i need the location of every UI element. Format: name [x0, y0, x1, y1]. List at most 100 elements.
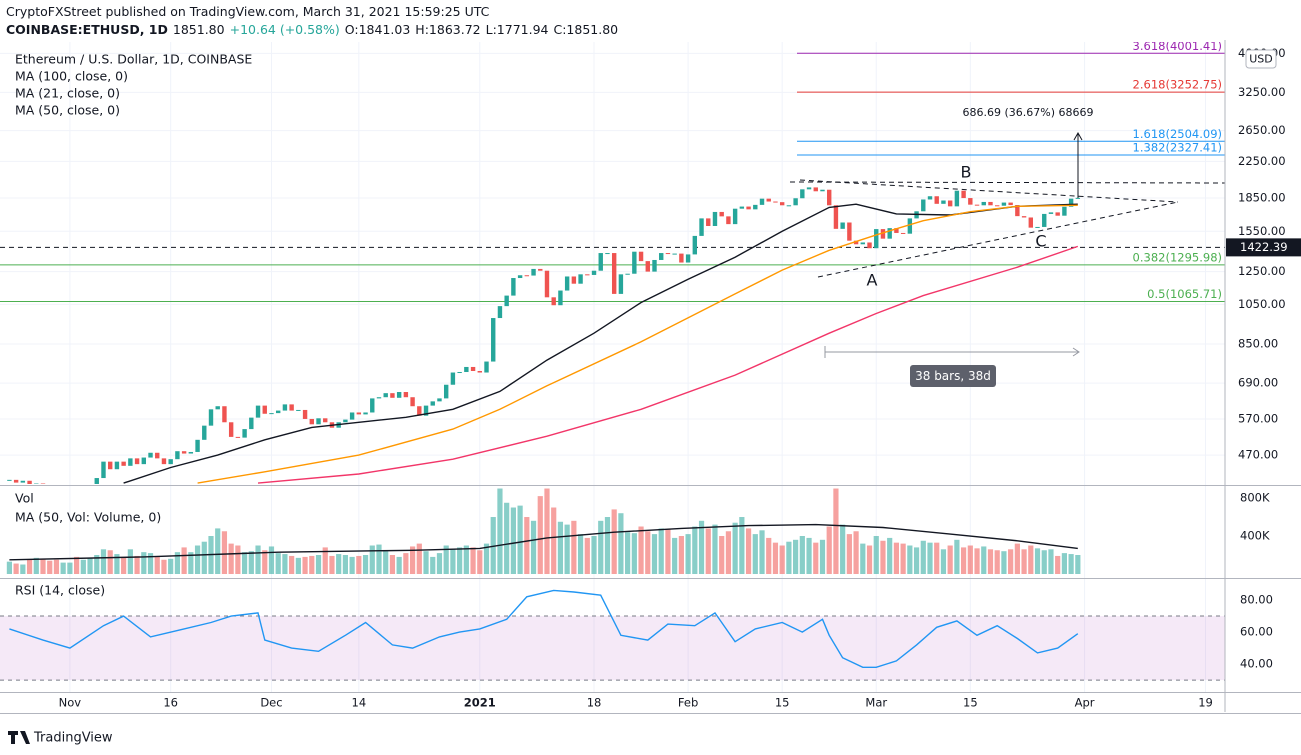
- volume-bar: [403, 553, 409, 574]
- candle: [974, 204, 980, 206]
- volume-bar: [376, 544, 382, 574]
- volume-bar: [719, 536, 725, 574]
- volume-bar: [60, 562, 66, 574]
- candle: [538, 268, 543, 271]
- candle: [517, 275, 523, 279]
- candle: [262, 405, 267, 414]
- volume-bar: [1008, 549, 1014, 574]
- volume-bar: [228, 543, 234, 574]
- volume-bar: [678, 536, 684, 574]
- volume-bar: [604, 517, 611, 574]
- volume-bar: [799, 536, 805, 574]
- series-line: [123, 203, 1078, 484]
- volume-bar: [134, 555, 140, 574]
- close: C:1851.80: [553, 22, 619, 37]
- volume-bar: [100, 549, 107, 574]
- candle: [242, 429, 247, 438]
- y-tick-label: 40.00: [1240, 657, 1273, 671]
- frame: USD TradingView: [0, 40, 1301, 746]
- volume-bar: [356, 555, 362, 574]
- volume-bar: [322, 547, 328, 574]
- candle: [161, 458, 167, 465]
- volume-bar: [336, 554, 342, 574]
- candle: [202, 425, 207, 440]
- candle: [101, 461, 106, 479]
- candle: [941, 200, 946, 204]
- candle: [665, 253, 671, 255]
- candle: [430, 401, 435, 406]
- y-tick-label: 470.00: [1238, 448, 1278, 462]
- volume-bar: [934, 542, 940, 574]
- volume-bar: [289, 555, 295, 574]
- volume-bar: [309, 555, 315, 574]
- volume-bar: [698, 520, 705, 574]
- volume-bar: [268, 546, 275, 574]
- candle: [840, 222, 845, 229]
- price-tag: [1226, 238, 1301, 257]
- volume-bar: [967, 545, 973, 574]
- volume-bar: [873, 536, 879, 574]
- volume-bar: [1061, 553, 1067, 574]
- candle: [443, 384, 449, 399]
- volume-bar: [430, 556, 436, 574]
- legend-entry: MA (21, close, 0): [15, 86, 120, 101]
- volume-bar: [618, 513, 624, 574]
- volume-bar: [994, 550, 1000, 574]
- volume-bar: [235, 545, 241, 574]
- candle: [134, 458, 140, 465]
- volume-bar: [215, 528, 221, 574]
- candle: [571, 276, 577, 284]
- candle: [491, 318, 496, 362]
- candle: [874, 229, 879, 249]
- candle: [524, 275, 530, 277]
- candle: [585, 274, 590, 276]
- volume-bar: [161, 559, 167, 574]
- candle: [806, 187, 812, 190]
- logo-icon: [8, 731, 30, 744]
- rsi-band: [0, 616, 1225, 681]
- volume-bar: [517, 505, 523, 574]
- candle: [34, 483, 39, 484]
- volume-bar: [732, 522, 738, 574]
- candle: [531, 268, 536, 276]
- volume-bar: [94, 555, 100, 574]
- volume-bar: [725, 531, 732, 574]
- low: L:1771.94: [485, 22, 549, 37]
- volume-bar: [665, 529, 671, 574]
- volume-bar: [584, 537, 590, 574]
- candle: [927, 196, 933, 200]
- wave-label: A: [867, 271, 878, 290]
- footer: TradingView: [33, 731, 113, 746]
- volume-bar: [940, 549, 947, 574]
- candle: [739, 206, 745, 209]
- volume-bar: [275, 553, 281, 574]
- candle: [1048, 212, 1054, 214]
- x-tick-label: 14: [352, 696, 367, 710]
- candle: [215, 406, 220, 410]
- candle: [900, 232, 906, 234]
- x-tick-label: Apr: [1075, 696, 1095, 710]
- candle: [450, 372, 456, 385]
- candle: [659, 253, 664, 260]
- candle: [376, 397, 382, 399]
- candle: [692, 235, 698, 255]
- volume-bar: [772, 542, 779, 574]
- volume-bar: [450, 549, 456, 574]
- candle: [820, 189, 825, 192]
- volume-bar: [463, 545, 469, 574]
- volume-bar: [181, 547, 187, 574]
- legend-entry: MA (50, Vol: Volume, 0): [15, 510, 161, 525]
- measure-label: 686.69 (36.67%) 68669: [962, 106, 1093, 119]
- candle: [1035, 226, 1040, 228]
- arrow-head: [1072, 347, 1080, 357]
- candle: [793, 198, 798, 206]
- candle: [880, 229, 886, 239]
- volume-bar: [168, 558, 174, 574]
- legend-entry: MA (100, close, 0): [15, 69, 128, 84]
- volume-pane: [6, 488, 1081, 574]
- volume-bar: [524, 517, 530, 574]
- volume-bar: [530, 520, 537, 574]
- volume-bar: [262, 550, 268, 574]
- candle: [417, 406, 422, 416]
- candle: [269, 413, 274, 415]
